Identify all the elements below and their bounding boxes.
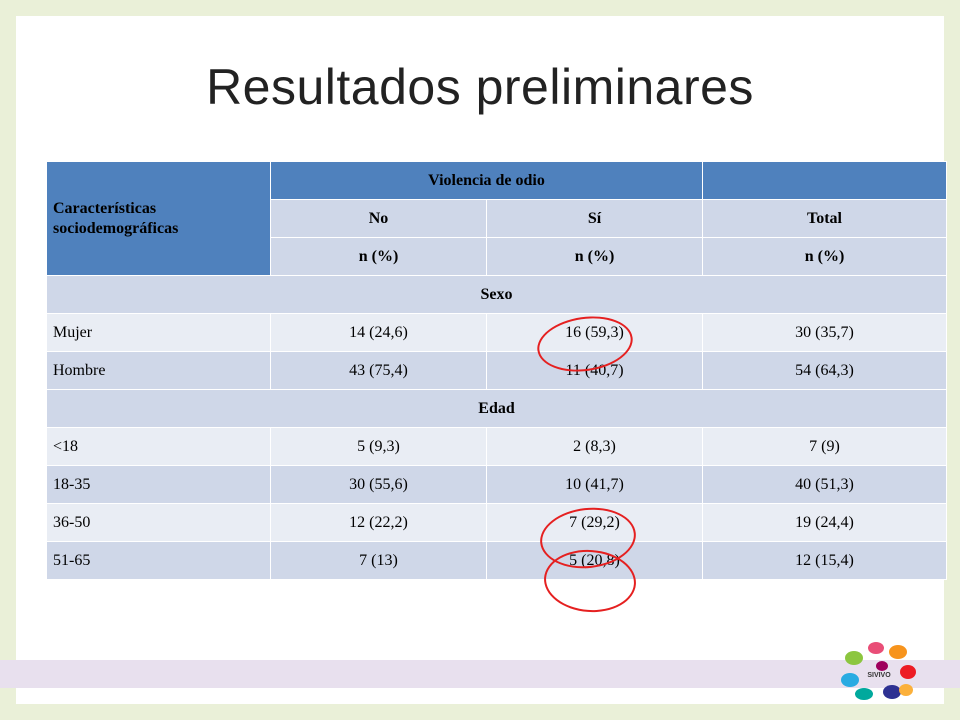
cell-total: 54 (64,3) (702, 351, 947, 390)
header-violence: Violencia de odio (270, 161, 703, 200)
cell-si: 11 (40,7) (486, 351, 703, 390)
table-row: Mujer 14 (24,6) 16 (59,3) 30 (35,7) (46, 313, 947, 352)
table-row: 18-35 30 (55,6) 10 (41,7) 40 (51,3) (46, 465, 947, 504)
hand-icon (841, 642, 916, 700)
table-row: <18 5 (9,3) 2 (8,3) 7 (9) (46, 427, 947, 466)
cell-total: 7 (9) (702, 427, 947, 466)
group-row-sexo: Sexo (46, 275, 947, 314)
row-label: Mujer (46, 313, 271, 352)
cell-si: 5 (20,8) (486, 541, 703, 580)
table-row: 36-50 12 (22,2) 7 (29,2) 19 (24,4) (46, 503, 947, 542)
cell-si: 10 (41,7) (486, 465, 703, 504)
logo-text: SIVIVO (867, 672, 891, 679)
cell-no: 7 (13) (270, 541, 487, 580)
cell-total: 40 (51,3) (702, 465, 947, 504)
cell-no: 43 (75,4) (270, 351, 487, 390)
row-label: Hombre (46, 351, 271, 390)
unit-total: n (%) (702, 237, 947, 276)
header-row: Características sociodemográficas Violen… (46, 161, 947, 276)
unit-no: n (%) (270, 237, 487, 276)
cell-no: 5 (9,3) (270, 427, 487, 466)
row-label: 36-50 (46, 503, 271, 542)
subheader-no: No (270, 199, 487, 238)
group-label: Sexo (46, 275, 947, 314)
subheader-si: Sí (486, 199, 703, 238)
row-label: 51-65 (46, 541, 271, 580)
cell-total: 19 (24,4) (702, 503, 947, 542)
cell-si: 7 (29,2) (486, 503, 703, 542)
page-title: Resultados preliminares (206, 59, 754, 115)
cell-no: 30 (55,6) (270, 465, 487, 504)
colorful-hands-logo-icon: SIVIVO (841, 642, 916, 700)
header-empty (702, 161, 947, 200)
results-table: Características sociodemográficas Violen… (46, 161, 947, 580)
row-label: <18 (46, 427, 271, 466)
cell-si: 2 (8,3) (486, 427, 703, 466)
subheader-row: No Sí Total (47, 199, 947, 238)
cell-total: 30 (35,7) (702, 313, 947, 352)
cell-no: 14 (24,6) (270, 313, 487, 352)
cell-total: 12 (15,4) (702, 541, 947, 580)
units-row: n (%) n (%) n (%) (47, 237, 947, 276)
unit-si: n (%) (486, 237, 703, 276)
row-label: 18-35 (46, 465, 271, 504)
cell-si: 16 (59,3) (486, 313, 703, 352)
footer-band (0, 660, 960, 688)
subheader-total: Total (702, 199, 947, 238)
header-characteristics: Características sociodemográficas (46, 161, 271, 276)
table-row: 51-65 7 (13) 5 (20,8) 12 (15,4) (46, 541, 947, 580)
cell-no: 12 (22,2) (270, 503, 487, 542)
table-row: Hombre 43 (75,4) 11 (40,7) 54 (64,3) (46, 351, 947, 390)
group-row-edad: Edad (46, 389, 947, 428)
group-label: Edad (46, 389, 947, 428)
